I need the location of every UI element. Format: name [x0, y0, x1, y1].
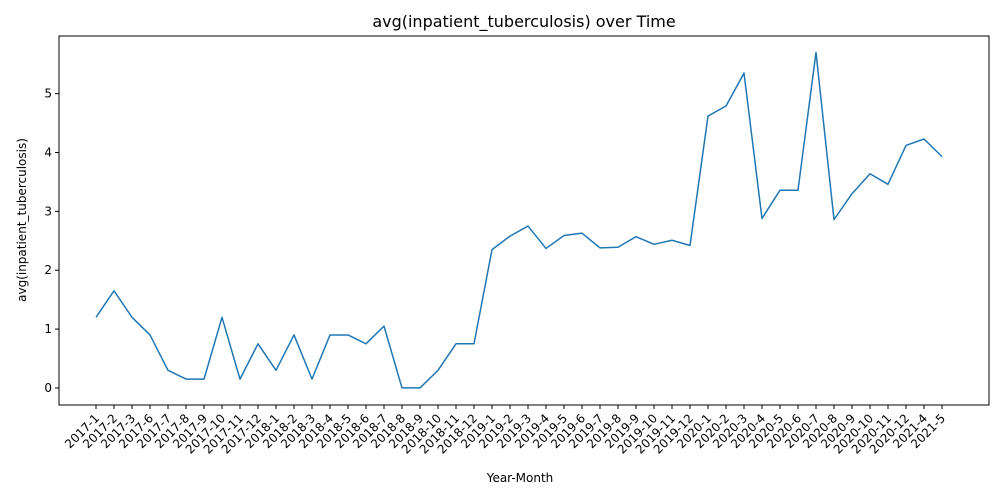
x-axis: 2017-12017-22017-32017-62017-72017-82017… — [62, 405, 948, 457]
series-layer — [95, 51, 943, 389]
plot-area — [58, 35, 990, 406]
y-axis: 0 1 2 3 4 5 — [44, 87, 59, 395]
y-tick-label: 2 — [44, 263, 52, 277]
x-axis-label: Year-Month — [486, 471, 554, 485]
y-tick-label: 4 — [44, 146, 52, 160]
chart-title: avg(inpatient_tuberculosis) over Time — [372, 12, 675, 32]
y-axis-label: avg(inpatient_tuberculosis) — [15, 138, 29, 302]
series-line — [95, 51, 943, 389]
y-tick-label: 5 — [44, 87, 52, 101]
y-tick-label: 0 — [44, 381, 52, 395]
y-tick-label: 1 — [44, 322, 52, 336]
y-tick-label: 3 — [44, 204, 52, 218]
